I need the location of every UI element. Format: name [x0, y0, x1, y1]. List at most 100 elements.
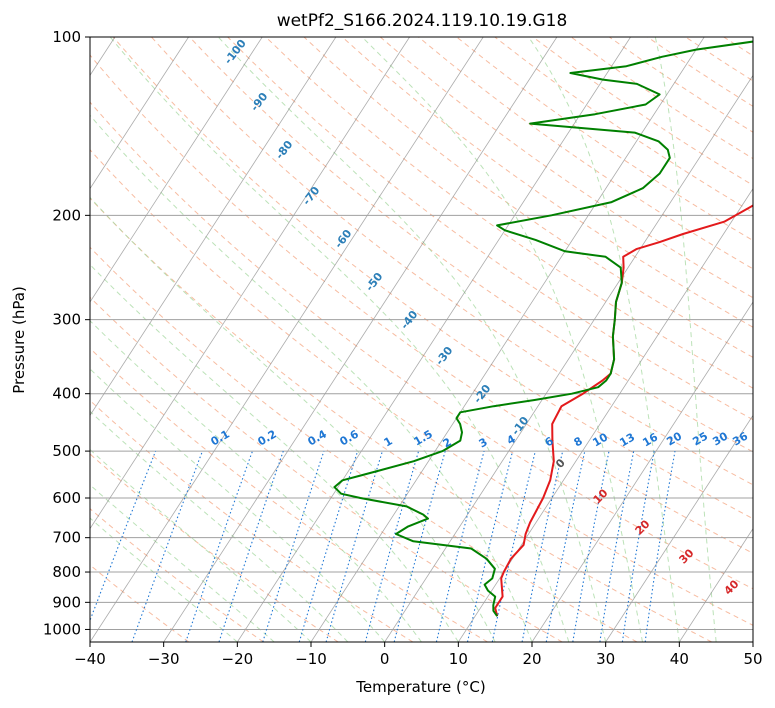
- y-tick-label: 300: [52, 311, 81, 329]
- moist-adiabat-line: [90, 517, 238, 642]
- mixing-ratio-label: 0.2: [256, 427, 279, 448]
- y-axis: 100 200 300 400 500 600 700 800 900 1000: [43, 28, 90, 638]
- dry-adiabat-label: -60: [332, 227, 355, 251]
- mixing-ratio-line: [185, 450, 254, 642]
- profile-lines: [333, 40, 753, 617]
- mixing-ratio-label: 8: [572, 434, 585, 449]
- dry-adiabat-line: [90, 54, 753, 554]
- dry-adiabat-label: -50: [363, 270, 386, 294]
- dry-adiabat-line: [90, 453, 339, 642]
- x-axis: −40 −30 −20 −10 0 10 20 30 40 50: [74, 642, 763, 668]
- moist-adiabat-line: [361, 37, 643, 642]
- x-axis-title: Temperature (°C): [355, 678, 485, 696]
- y-tick-label: 1000: [43, 620, 81, 638]
- y-tick-label: 200: [52, 206, 81, 224]
- y-tick-label: 100: [52, 28, 81, 46]
- y-tick-label: 500: [52, 442, 81, 460]
- mixing-ratio-label: 6: [543, 434, 556, 449]
- moist-adiabat-label: 30: [677, 546, 697, 566]
- dewpoint-line: [333, 40, 753, 617]
- isotherm-line: [310, 37, 705, 642]
- mixing-ratio-line: [466, 450, 514, 642]
- dry-adiabat-label: -30: [433, 344, 456, 368]
- dry-adiabat-label: -70: [300, 184, 323, 208]
- moist-adiabat-line: [90, 196, 496, 642]
- mixing-ratio-line: [545, 450, 586, 642]
- plot-frame: [89, 36, 754, 643]
- mixing-ratio-label: 20: [664, 429, 684, 448]
- dry-adiabat-line: [303, 37, 753, 358]
- dry-adiabat-line: [90, 246, 638, 642]
- dry-adiabat-line: [227, 37, 753, 421]
- moist-adiabat-line: [90, 114, 533, 642]
- dry-adiabat-label: -90: [248, 90, 271, 114]
- x-tick-label: −40: [74, 650, 106, 668]
- x-tick-label: 20: [522, 650, 541, 668]
- isotherm-line: [90, 37, 263, 303]
- mixing-ratio-line: [131, 450, 204, 642]
- isotherm-line: [531, 301, 753, 642]
- dry-adiabat-line: [90, 508, 264, 642]
- mixing-ratio-label: 13: [617, 431, 637, 450]
- dry-adiabat-line: [90, 149, 753, 626]
- mixing-ratio-line: [644, 451, 676, 642]
- dry-adiabat-line: [90, 564, 190, 642]
- mixing-ratio-line: [262, 450, 325, 642]
- isotherm-line: [163, 37, 558, 642]
- isotherm-line: [236, 37, 631, 642]
- dry-adiabat-label: -100: [222, 37, 249, 67]
- x-tick-label: 0: [380, 650, 390, 668]
- moist-adiabat-line: [90, 448, 312, 642]
- dry-adiabat-line: [112, 37, 753, 520]
- mixing-ratio-line: [218, 450, 284, 642]
- mixing-ratio-label: 1.5: [412, 427, 435, 448]
- x-tick-label: −20: [222, 650, 254, 668]
- mixing-ratio-line: [90, 450, 157, 622]
- moist-adiabat-line: [109, 37, 570, 642]
- dry-adiabat-label: -20: [471, 382, 494, 406]
- x-tick-label: −10: [295, 650, 327, 668]
- moist-adiabat-line: [528, 37, 680, 642]
- dry-adiabat-line: [90, 347, 488, 642]
- mixing-ratio-label: 16: [640, 430, 660, 449]
- dry-adiabat-line: [570, 37, 753, 160]
- mixing-ratio-label: 0.1: [209, 427, 232, 448]
- background-lines: [90, 37, 775, 642]
- isotherm-line: [678, 527, 753, 642]
- mixing-ratio-label: 10: [590, 430, 610, 449]
- dry-adiabat-line: [90, 296, 563, 642]
- isotherm-line: [90, 37, 484, 642]
- mixing-ratio-label: 30: [710, 429, 730, 448]
- dry-adiabat-label: -10: [509, 414, 532, 438]
- mixing-ratio-line: [599, 450, 635, 642]
- dry-adiabat-line: [762, 37, 775, 642]
- moist-adiabat-line: [90, 368, 386, 642]
- x-tick-label: 10: [449, 650, 468, 668]
- y-tick-label: 400: [52, 385, 81, 403]
- mixing-ratio-line: [491, 450, 536, 642]
- isotherm-line: [384, 74, 753, 642]
- dry-adiabat-line: [494, 37, 753, 214]
- mixing-ratio-label: 0.4: [306, 427, 330, 448]
- dry-adiabat-line: [265, 37, 753, 389]
- y-axis-title: Pressure (hPa): [10, 286, 28, 394]
- isotherm-line: [605, 414, 753, 642]
- y-tick-label: 600: [52, 489, 81, 507]
- x-tick-label: 40: [670, 650, 689, 668]
- x-tick-label: 50: [743, 650, 762, 668]
- mixing-ratio-line: [435, 450, 485, 642]
- moist-adiabat-line: [90, 263, 459, 642]
- mixing-ratio-line: [393, 450, 446, 642]
- isotherm-line: [90, 37, 189, 190]
- dry-adiabat-line: [685, 37, 753, 82]
- dry-adiabat-line: [609, 37, 753, 133]
- mixing-ratio-line: [298, 450, 359, 642]
- dry-adiabat-label: -80: [273, 138, 296, 162]
- moist-adiabat-line: [90, 320, 422, 642]
- x-tick-label: −30: [148, 650, 180, 668]
- mixing-ratio-line: [325, 450, 383, 642]
- dry-adiabat-label: -40: [398, 308, 421, 332]
- moist-adiabat-line: [90, 484, 275, 642]
- isotherm-line: [90, 37, 337, 417]
